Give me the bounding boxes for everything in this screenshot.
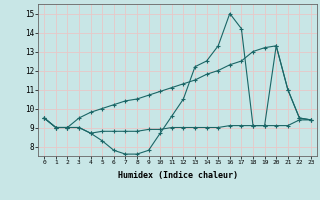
X-axis label: Humidex (Indice chaleur): Humidex (Indice chaleur) bbox=[118, 171, 238, 180]
